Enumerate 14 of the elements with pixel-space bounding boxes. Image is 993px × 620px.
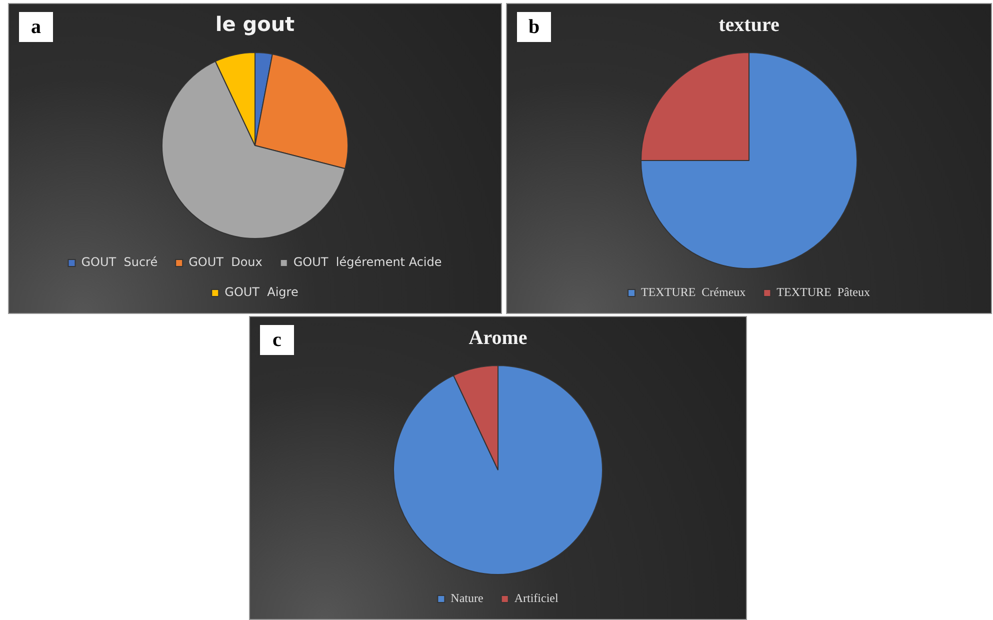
text: b xyxy=(517,12,551,42)
chart-title: texture xyxy=(718,14,780,36)
chart-title: Arome xyxy=(468,327,528,350)
text: a xyxy=(19,12,53,42)
text: c xyxy=(260,325,294,355)
legend-label: GOUT légérement Acide xyxy=(293,255,442,270)
legend-label: Artificiel xyxy=(514,591,559,606)
legend-label: GOUT Aigre xyxy=(224,285,298,300)
chart-title: le gout xyxy=(215,12,296,36)
legend-label: GOUT Doux xyxy=(188,255,262,270)
legend-label: TEXTURE Crémeux xyxy=(641,285,746,300)
legend-label: TEXTURE Pâteux xyxy=(776,285,870,300)
legend-label: Nature xyxy=(450,591,484,606)
legend-label: GOUT Sucré xyxy=(81,255,158,270)
